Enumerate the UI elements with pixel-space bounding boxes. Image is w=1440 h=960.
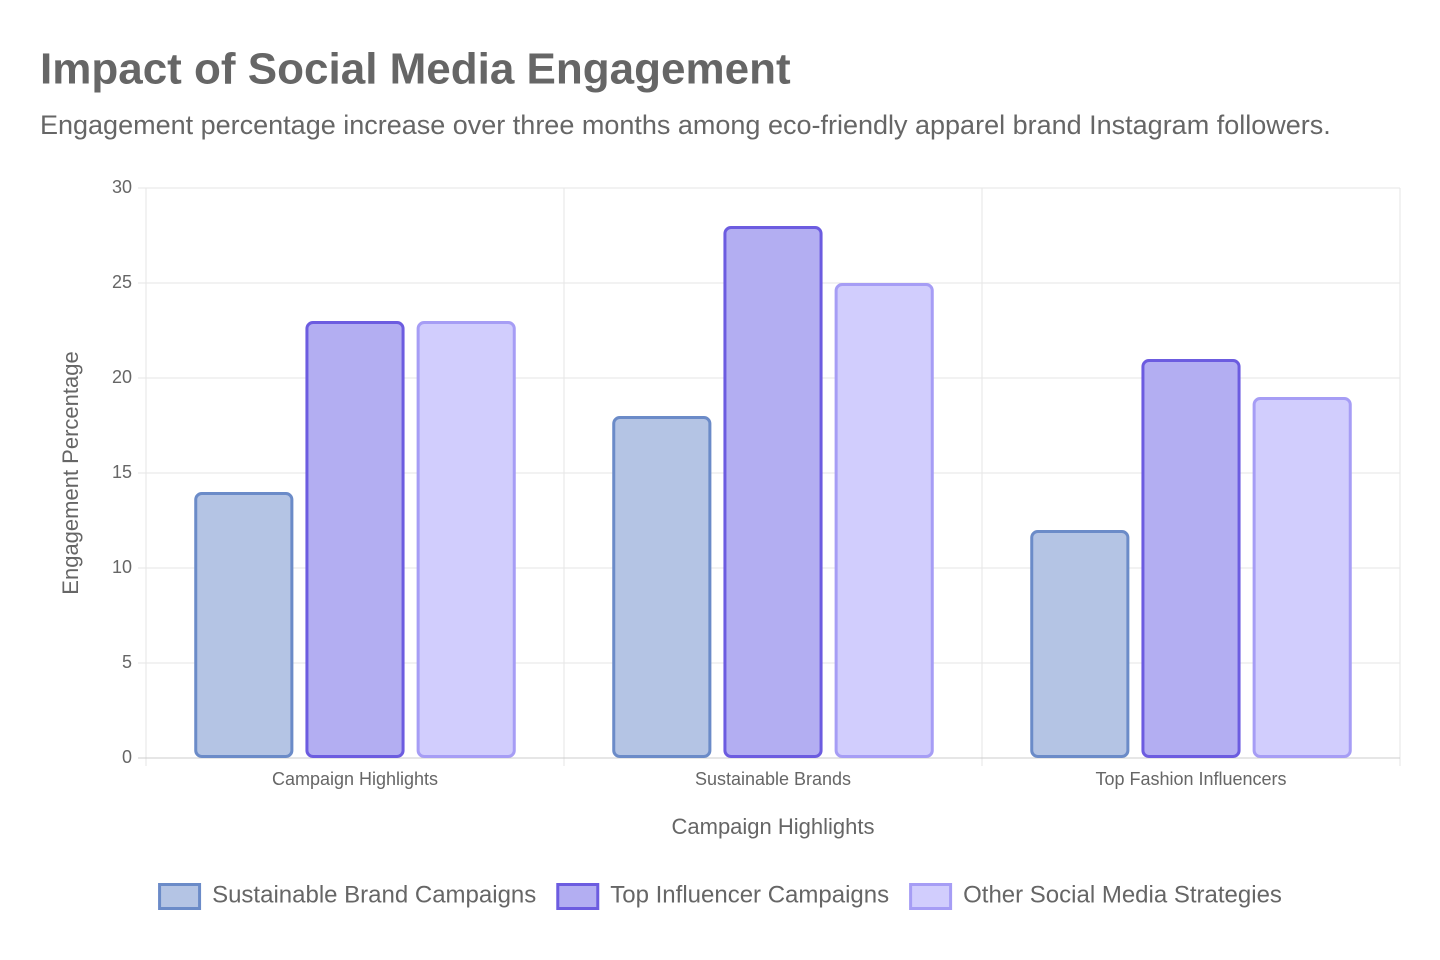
y-tick-label: 5 bbox=[122, 652, 132, 672]
chart-title: Impact of Social Media Engagement bbox=[40, 45, 791, 94]
y-tick-label: 20 bbox=[112, 367, 132, 387]
legend-swatch bbox=[556, 883, 600, 910]
bar bbox=[834, 283, 934, 758]
legend-label: Sustainable Brand Campaigns bbox=[212, 881, 536, 908]
y-tick-label: 10 bbox=[112, 557, 132, 577]
bar bbox=[612, 416, 712, 758]
bar bbox=[1030, 530, 1130, 758]
bar bbox=[194, 492, 294, 758]
bar bbox=[1141, 359, 1241, 758]
legend-label: Other Social Media Strategies bbox=[963, 881, 1282, 908]
y-tick-label: 25 bbox=[112, 272, 132, 292]
y-tick-label: 0 bbox=[122, 747, 132, 767]
x-axis-title: Campaign Highlights bbox=[672, 814, 875, 839]
y-tick-label: 30 bbox=[112, 177, 132, 197]
legend: Sustainable Brand Campaigns Top Influence… bbox=[158, 881, 1282, 910]
y-tick-label: 15 bbox=[112, 462, 132, 482]
chart-subtitle: Engagement percentage increase over thre… bbox=[40, 110, 1331, 140]
bar bbox=[305, 321, 405, 758]
x-tick-label: Top Fashion Influencers bbox=[1095, 769, 1286, 789]
bar bbox=[1252, 397, 1352, 758]
bar bbox=[723, 226, 823, 758]
bar bbox=[416, 321, 516, 758]
x-tick-label: Sustainable Brands bbox=[695, 769, 851, 789]
legend-swatch bbox=[909, 883, 953, 910]
x-tick-label: Campaign Highlights bbox=[272, 769, 438, 789]
y-axis-title: Engagement Percentage bbox=[58, 351, 83, 594]
legend-label: Top Influencer Campaigns bbox=[610, 881, 889, 908]
legend-swatch bbox=[158, 883, 202, 910]
